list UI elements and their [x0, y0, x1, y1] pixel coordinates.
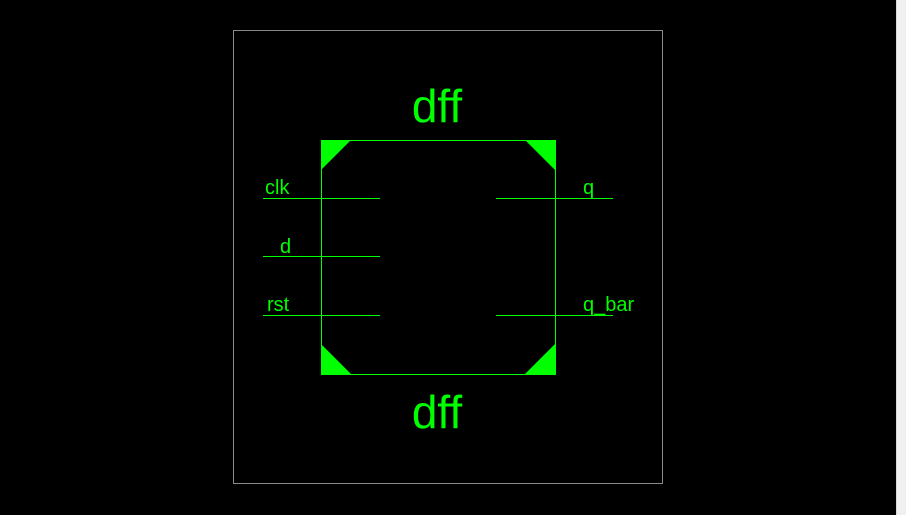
symbol-frame [233, 30, 663, 484]
pin-label-q: q [583, 177, 594, 199]
pin-q[interactable]: q [496, 177, 613, 199]
vertical-scrollbar[interactable] [896, 0, 906, 515]
pin-label-rst: rst [267, 294, 290, 316]
dff-block[interactable] [321, 140, 556, 375]
pin-d[interactable]: d [263, 236, 380, 258]
corner-marker-bottom-left [321, 344, 352, 375]
block-body [321, 140, 556, 375]
module-name-label: dff [412, 386, 463, 438]
corner-marker-top-left [321, 140, 351, 170]
corner-marker-bottom-right [524, 343, 556, 375]
pin-label-clk: clk [265, 177, 290, 199]
pin-label-d: d [280, 236, 291, 258]
corner-marker-top-right [525, 140, 556, 171]
instance-name-label: dff [412, 80, 463, 132]
pin-label-q-bar: q_bar [583, 294, 634, 316]
pin-rst[interactable]: rst [263, 294, 380, 316]
pin-q-bar[interactable]: q_bar [496, 294, 634, 316]
pin-clk[interactable]: clk [263, 177, 380, 199]
